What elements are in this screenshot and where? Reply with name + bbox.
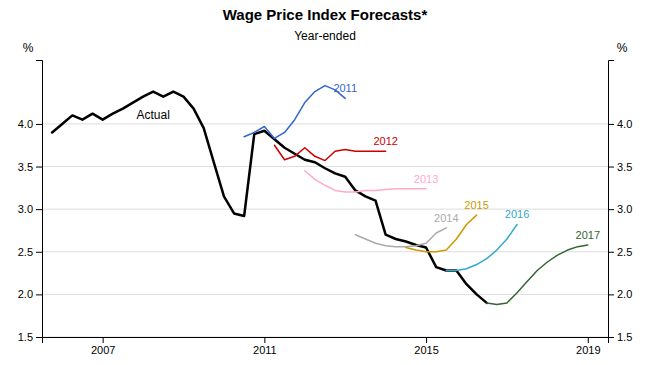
y2-axis-label: % xyxy=(617,41,628,55)
forecast-line xyxy=(487,245,588,305)
series-label: 2011 xyxy=(333,82,357,94)
tick: 3.5 xyxy=(18,161,42,173)
axis-line xyxy=(36,61,43,338)
lines xyxy=(52,86,588,305)
tick: 2011 xyxy=(253,337,277,356)
series-label: Actual xyxy=(136,108,169,122)
series-label: 2015 xyxy=(464,199,488,211)
tick-label: 2007 xyxy=(91,344,115,356)
tick-mark xyxy=(608,209,614,210)
tick-mark xyxy=(608,124,614,125)
subtitle: Year-ended xyxy=(294,29,356,43)
tick-label: 3.5 xyxy=(617,161,632,173)
tick: 2.5 xyxy=(608,246,632,258)
forecast-line xyxy=(355,228,446,247)
tick-mark xyxy=(608,252,614,253)
tick-mark xyxy=(36,252,42,253)
series-label: 2016 xyxy=(505,208,529,220)
tick-label: 4.0 xyxy=(617,118,632,130)
grid-line xyxy=(42,251,608,252)
tick-mark xyxy=(36,294,42,295)
series-label: 2013 xyxy=(414,173,438,185)
tick-label: 3.0 xyxy=(18,203,33,215)
tick-mark xyxy=(264,337,265,343)
tick-label: 4.0 xyxy=(18,118,33,130)
series-label: 2017 xyxy=(576,229,600,241)
tick: 3.0 xyxy=(18,203,42,215)
y-axis-label: % xyxy=(23,41,34,55)
tick: 2.0 xyxy=(18,288,42,300)
tick-label: 3.0 xyxy=(617,203,632,215)
series-label: 2012 xyxy=(373,135,397,147)
tick: 2.5 xyxy=(18,246,42,258)
axis-line xyxy=(43,338,609,344)
tick-label: 2011 xyxy=(253,344,277,356)
tick-label: 2015 xyxy=(414,344,438,356)
tick: 2019 xyxy=(576,337,600,356)
actual-line xyxy=(52,92,487,303)
y2-axis: 1.5 2.0 2.5 3.0 3.5 4.0 xyxy=(608,61,632,344)
grid xyxy=(42,124,608,337)
tick: 4.0 xyxy=(608,118,632,130)
grid-line xyxy=(42,294,608,295)
forecast-line xyxy=(244,86,345,139)
tick-mark xyxy=(36,167,42,168)
axis-line xyxy=(609,61,615,338)
tick: 3.5 xyxy=(608,161,632,173)
forecast-line xyxy=(305,171,426,192)
chart: 2007 2011 2015 2019 1.5 2.0 2.5 3.0 3.5 4.0 1.5 2.0… xyxy=(0,0,650,365)
tick: 2015 xyxy=(414,337,438,356)
tick: 1.5 xyxy=(18,331,42,343)
tick-mark xyxy=(608,167,614,168)
tick-label: 2.0 xyxy=(617,288,632,300)
plot: 2007 2011 2015 2019 1.5 2.0 2.5 3.0 3.5 4.0 1.5 2.0… xyxy=(18,61,633,356)
tick-label: 1.5 xyxy=(617,331,632,343)
tick: 4.0 xyxy=(18,118,42,130)
tick-mark xyxy=(36,209,42,210)
tick: 2007 xyxy=(91,337,115,356)
tick-label: 2019 xyxy=(576,344,600,356)
x-axis: 2007 2011 2015 2019 xyxy=(43,337,609,356)
tick-mark xyxy=(608,337,614,338)
tick-label: 2.0 xyxy=(18,288,33,300)
tick-label: 3.5 xyxy=(18,161,33,173)
tick-mark xyxy=(36,124,42,125)
title: Wage Price Index Forecasts* xyxy=(223,6,428,23)
tick-mark xyxy=(608,294,614,295)
tick: 2.0 xyxy=(608,288,632,300)
tick-label: 2.5 xyxy=(617,246,632,258)
tick: 3.0 xyxy=(608,203,632,215)
tick: 1.5 xyxy=(608,331,632,343)
tick-mark xyxy=(103,337,104,343)
grid-line xyxy=(42,123,608,124)
series-labels: Actual 2011 2012 2013 2014 2015 2016 2017 xyxy=(136,82,600,241)
tick-mark xyxy=(36,337,42,338)
tick-mark xyxy=(426,337,427,343)
forecast-line xyxy=(274,145,385,160)
forecast-line xyxy=(446,224,517,270)
tick-label: 1.5 xyxy=(18,331,33,343)
series-label: 2014 xyxy=(434,212,458,224)
tick-mark xyxy=(588,337,589,343)
y-axis: 1.5 2.0 2.5 3.0 3.5 4.0 xyxy=(18,61,43,344)
tick-label: 2.5 xyxy=(18,246,33,258)
